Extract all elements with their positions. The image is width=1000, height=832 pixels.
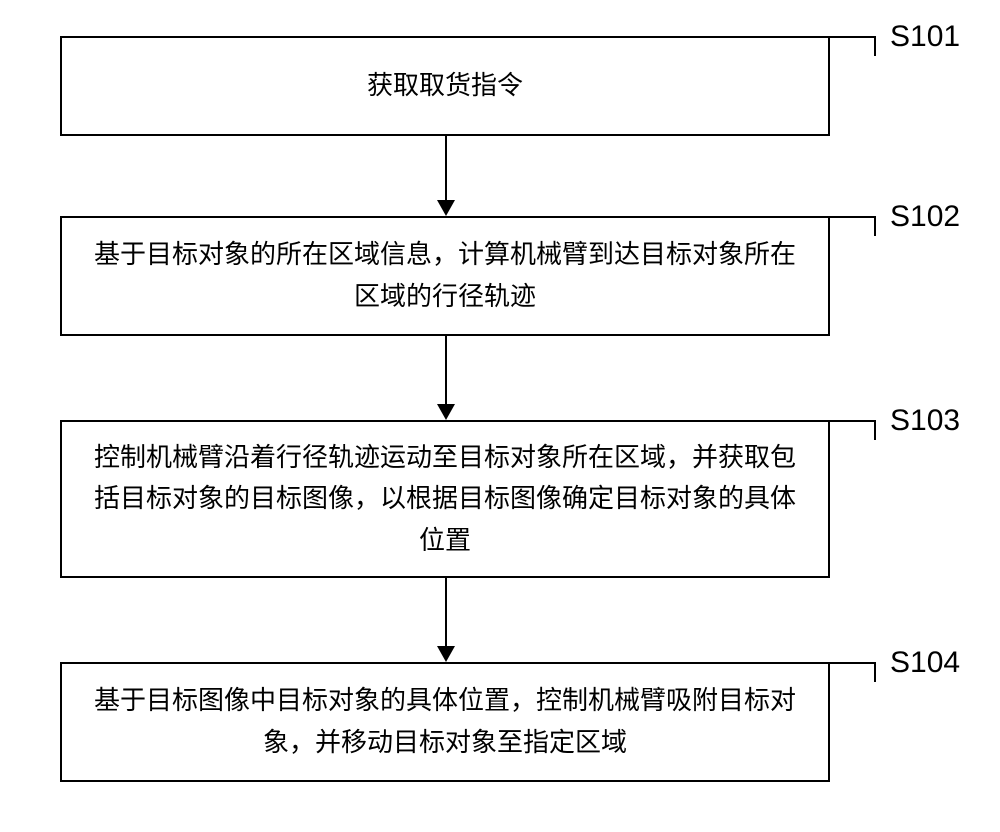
- leader-line: [874, 420, 876, 440]
- leader-line: [874, 216, 876, 236]
- flowchart-step-box: 获取取货指令: [60, 36, 830, 136]
- leader-line: [830, 36, 874, 38]
- step-text: 基于目标对象的所在区域信息，计算机械臂到达目标对象所在区域的行径轨迹: [92, 234, 798, 317]
- step-label: S104: [890, 646, 960, 680]
- leader-line: [830, 420, 874, 422]
- leader-line: [830, 216, 874, 218]
- step-text: 获取取货指令: [367, 65, 523, 107]
- flow-arrow-line: [445, 578, 447, 646]
- step-text: 基于目标图像中目标对象的具体位置，控制机械臂吸附目标对象，并移动目标对象至指定区…: [92, 680, 798, 763]
- leader-line: [830, 662, 874, 664]
- step-label: S102: [890, 200, 960, 234]
- step-label: S101: [890, 20, 960, 54]
- flow-arrow-head-icon: [437, 404, 455, 420]
- flow-arrow-line: [445, 136, 447, 200]
- flow-arrow-head-icon: [437, 646, 455, 662]
- flowchart-step-box: 控制机械臂沿着行径轨迹运动至目标对象所在区域，并获取包括目标对象的目标图像，以根…: [60, 420, 830, 578]
- flow-arrow-head-icon: [437, 200, 455, 216]
- leader-line: [874, 662, 876, 682]
- leader-line: [874, 36, 876, 56]
- flowchart-step-box: 基于目标对象的所在区域信息，计算机械臂到达目标对象所在区域的行径轨迹: [60, 216, 830, 336]
- flow-arrow-line: [445, 336, 447, 404]
- flowchart-step-box: 基于目标图像中目标对象的具体位置，控制机械臂吸附目标对象，并移动目标对象至指定区…: [60, 662, 830, 782]
- step-text: 控制机械臂沿着行径轨迹运动至目标对象所在区域，并获取包括目标对象的目标图像，以根…: [92, 437, 798, 562]
- flowchart-canvas: 获取取货指令 S101 基于目标对象的所在区域信息，计算机械臂到达目标对象所在区域的…: [0, 0, 1000, 832]
- step-label: S103: [890, 404, 960, 438]
